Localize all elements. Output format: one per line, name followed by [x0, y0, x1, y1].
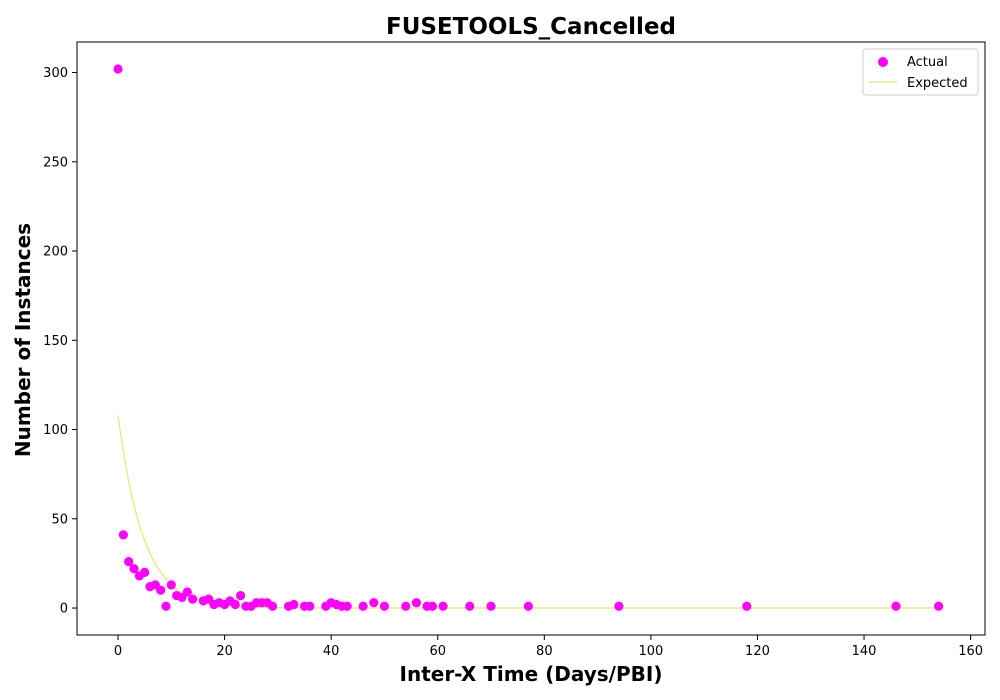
legend-actual-marker	[878, 57, 888, 67]
actual-point	[118, 530, 128, 540]
actual-point	[156, 585, 166, 595]
chart-title: FUSETOOLS_Cancelled	[386, 14, 676, 40]
y-axis-label: Number of Instances	[11, 223, 35, 457]
actual-point	[267, 601, 278, 611]
x-tick-label: 160	[958, 644, 983, 659]
x-tick-label: 100	[638, 644, 663, 659]
actual-point	[182, 587, 192, 597]
actual-point	[523, 601, 533, 611]
actual-point	[342, 601, 352, 611]
actual-point	[124, 557, 134, 567]
actual-point	[235, 590, 246, 601]
actual-point	[438, 601, 448, 611]
actual-point	[230, 599, 240, 610]
actual-point	[188, 594, 198, 604]
actual-point	[742, 601, 752, 611]
x-tick-label: 0	[114, 644, 122, 659]
actual-point	[891, 601, 901, 611]
x-tick-label: 140	[852, 644, 877, 659]
plot-area	[113, 64, 944, 611]
legend-box	[862, 48, 979, 96]
actual-point	[379, 601, 390, 611]
y-tick-label: 50	[51, 512, 68, 527]
actual-point	[129, 564, 139, 574]
actual-point	[113, 64, 123, 74]
actual-point	[465, 601, 475, 611]
actual-point	[411, 598, 422, 608]
legend: Actual Expected	[862, 48, 979, 96]
actual-point	[401, 601, 411, 611]
actual-point	[486, 601, 496, 611]
y-axis-ticks: 0 50 100 150 200 250 300	[43, 66, 77, 617]
y-tick-label: 250	[43, 155, 68, 170]
actual-point	[161, 601, 171, 611]
legend-actual-label: Actual	[907, 55, 948, 70]
x-tick-label: 80	[536, 644, 553, 659]
x-axis-ticks: 0 20 40 60 80 100 120 140 160	[114, 635, 983, 659]
y-tick-label: 150	[43, 334, 68, 349]
actual-point	[369, 598, 379, 608]
x-tick-label: 40	[323, 644, 340, 659]
actual-point	[427, 601, 438, 611]
y-tick-label: 300	[43, 66, 68, 81]
actual-point	[305, 601, 315, 611]
actual-point	[140, 567, 150, 577]
x-axis-label: Inter-X Time (Days/PBI)	[400, 662, 663, 686]
y-tick-label: 100	[43, 423, 68, 438]
actual-point	[289, 599, 299, 610]
x-tick-label: 20	[216, 644, 233, 659]
x-tick-label: 60	[429, 644, 446, 659]
actual-point	[934, 601, 944, 611]
x-tick-label: 120	[745, 644, 770, 659]
plot-frame	[76, 41, 986, 636]
actual-point	[358, 601, 368, 611]
actual-point	[166, 580, 176, 590]
actual-point	[614, 601, 624, 611]
legend-expected-label: Expected	[907, 76, 968, 91]
y-tick-label: 0	[60, 602, 68, 617]
y-tick-label: 200	[43, 245, 68, 260]
